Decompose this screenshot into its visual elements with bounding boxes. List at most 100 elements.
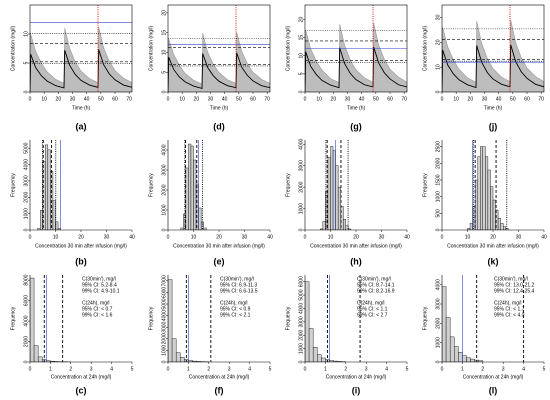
panel-label: (g) (350, 121, 362, 131)
frame (167, 4, 271, 93)
y-tick-label: 20 (161, 10, 167, 16)
y-tick-label: 0 (23, 228, 29, 231)
x-axis-label: Time (h) (347, 105, 366, 111)
y-tick-label: 3000 (298, 160, 304, 171)
y-tick-label: 1000 (435, 191, 441, 202)
plot-area (168, 5, 270, 92)
x-tick-label: 5 (406, 366, 409, 372)
plot-area (168, 275, 212, 362)
x-tick-label: 60 (112, 96, 118, 102)
x-tick-label: 40 (129, 234, 135, 240)
y-tick-label: 20 (298, 17, 304, 23)
panel-label: (f) (215, 385, 224, 395)
y-tick-label: 10 (298, 53, 304, 59)
x-tick-label: 0 (304, 366, 307, 372)
y-tick-label: 2000 (161, 333, 167, 344)
y-tick-label: 15 (298, 35, 304, 41)
histogram-bar (312, 347, 318, 362)
y-tick-label: 4000 (161, 144, 167, 155)
panel-label: (l) (489, 385, 498, 395)
annotation: 99% CI: < 1.6 (82, 312, 113, 318)
annotation: 95% CI: < 1.1 (357, 306, 388, 312)
x-tick-label: 50 (98, 96, 104, 102)
histogram-bar (466, 357, 471, 362)
x-tick-label: 70 (538, 96, 544, 102)
x-tick-label: 10 (41, 96, 47, 102)
histogram-bar (193, 159, 197, 230)
x-tick-label: 60 (387, 96, 393, 102)
annotation: C(24h), mg/l (82, 300, 110, 306)
x-tick-label: 20 (490, 234, 496, 240)
y-tick-label: 6000 (298, 276, 304, 287)
frame (29, 4, 133, 93)
x-tick-label: 20 (78, 234, 84, 240)
annotation: 99% CI: < 2.1 (220, 312, 251, 318)
x-tick-label: 10 (191, 234, 197, 240)
y-tick-label: 500 (435, 209, 441, 218)
y-tick-label: 5000 (161, 298, 167, 309)
spread-area (168, 32, 270, 92)
histogram-bar (33, 345, 39, 362)
histogram-bar (198, 207, 202, 230)
panel: 0 10 20 30 40 50 60 70 0 10 20 30 Time (h) Concentrat… (422, 4, 545, 131)
x-tick-label: 40 (404, 234, 410, 240)
y-tick-label: 6000 (23, 295, 29, 306)
plot-area (37, 140, 61, 230)
x-tick-label: 20 (194, 96, 200, 102)
panel-label: (b) (75, 256, 87, 266)
x-tick-label: 3 (90, 366, 93, 372)
histogram-bar (45, 144, 49, 230)
histogram-bar (190, 145, 194, 230)
x-tick-label: 1 (49, 366, 52, 372)
annotation: 99% CI: 8.2-16.9 (357, 288, 395, 294)
panel-label: (i) (352, 385, 361, 395)
x-tick-label: 0 (441, 96, 444, 102)
y-tick-label: 4000 (161, 310, 167, 321)
x-axis-label: Concentration 30 min after infusion (mg/… (35, 243, 127, 249)
x-tick-label: 4 (385, 366, 388, 372)
histogram-bar (449, 336, 455, 362)
y-tick-label: 1500 (435, 174, 441, 185)
annotation: 99% CI: 12.4-25.4 (494, 288, 535, 294)
histogram-bar (454, 346, 459, 362)
x-axis-label: Concentration at 24h (mg/l) (326, 374, 387, 380)
annotation: C(24h), mg/l (357, 300, 385, 306)
y-tick-label: 5 (298, 72, 304, 75)
x-tick-label: 1 (324, 366, 327, 372)
histogram-bar (37, 356, 43, 362)
histogram-bar (180, 357, 185, 362)
x-tick-label: 0 (29, 96, 32, 102)
histogram-bar (52, 200, 56, 230)
plot-area (442, 275, 525, 362)
y-tick-label: 0 (23, 360, 29, 363)
x-tick-label: 4 (522, 366, 525, 372)
y-tick-label: 4000 (298, 303, 304, 314)
histogram-bar (321, 357, 326, 362)
annotation: C(30min'), mg/l (220, 276, 254, 282)
panel: 0 10 20 30 40 50 60 70 0 5 10 15 20 Time (h) Concentra… (148, 4, 271, 131)
y-tick-label: 2000 (435, 158, 441, 169)
x-tick-label: 0 (441, 366, 444, 372)
x-tick-label: 70 (401, 96, 407, 102)
x-tick-label: 1 (461, 366, 464, 372)
histogram-bar (490, 186, 494, 230)
frame (304, 4, 408, 93)
spread-area (30, 27, 132, 92)
annotation: C(30min'), mg/l (82, 276, 116, 282)
histogram-bar (500, 223, 504, 230)
series-line (305, 46, 407, 92)
x-tick-label: 0 (304, 234, 307, 240)
histogram-bar (469, 223, 473, 230)
annotation: C(24h), mg/l (494, 300, 522, 306)
x-tick-label: 30 (516, 234, 522, 240)
panel: 0 10 20 30 40 0 1000 2000 3000 4000 5000 Concentrat… (10, 140, 135, 266)
x-axis-label: Concentration at 24h (mg/l) (463, 374, 524, 380)
y-tick-label: 1000 (298, 343, 304, 354)
spread-area (305, 23, 407, 92)
annotation: 95% CI: 8.7-14.1 (357, 282, 395, 288)
histogram-bar (487, 169, 491, 230)
x-tick-label: 50 (236, 96, 242, 102)
x-axis-label: Time (h) (484, 105, 503, 111)
x-tick-label: 40 (359, 96, 365, 102)
